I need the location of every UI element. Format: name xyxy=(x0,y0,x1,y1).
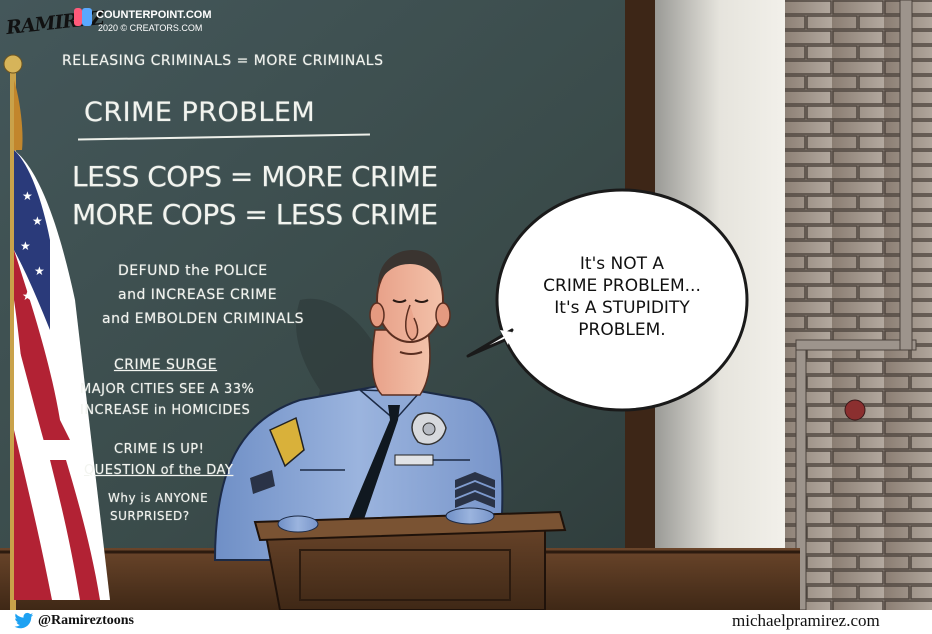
chalk-crime-is-up: CRIME IS UP! xyxy=(114,442,205,457)
svg-text:★: ★ xyxy=(34,264,45,278)
speech-line-3: It's A STUPIDITY xyxy=(554,298,690,318)
cartoon-illustration: ★ ★ ★ ★ ★ xyxy=(0,0,932,610)
svg-text:★: ★ xyxy=(20,239,31,253)
chalk-crime-surge-heading: CRIME SURGE xyxy=(114,357,218,373)
chalk-defund-1: DEFUND the POLICE xyxy=(118,263,268,279)
svg-text:★: ★ xyxy=(22,189,33,203)
chalk-line-more-cops: MORE COPS = LESS CRIME xyxy=(72,198,438,231)
svg-text:★: ★ xyxy=(22,289,33,303)
chalk-surge-1: MAJOR CITIES SEE A 33% xyxy=(80,382,255,397)
speech-line-4: PROBLEM. xyxy=(578,320,666,340)
speech-bubble-text: It's NOT A CRIME PROBLEM... It's A STUPI… xyxy=(512,253,732,341)
speech-line-1: It's NOT A xyxy=(579,254,665,274)
svg-text:★: ★ xyxy=(32,214,43,228)
chalk-defund-3: and EMBOLDEN CRIMINALS xyxy=(102,311,305,327)
chalk-question-1: Why is ANYONE xyxy=(108,491,209,505)
site-credit: COUNTERPOINT.COM xyxy=(96,9,212,21)
footer-bar xyxy=(0,610,932,634)
chalk-heading-crime-problem: CRIME PROBLEM xyxy=(84,97,316,128)
chalk-defund-2: and INCREASE CRIME xyxy=(118,287,278,303)
twitter-handle: @Ramireztoons xyxy=(38,613,134,628)
chalk-line-less-cops: LESS COPS = MORE CRIME xyxy=(72,160,438,193)
speech-line-2: CRIME PROBLEM... xyxy=(543,276,701,296)
chalk-surge-2: INCREASE in HOMICIDES xyxy=(80,403,251,418)
chalk-question-2: SURPRISED? xyxy=(110,509,190,523)
chalk-question-heading: QUESTION of the DAY xyxy=(84,463,234,478)
twitter-bird-icon xyxy=(14,612,34,630)
counterpoint-logo-icon xyxy=(73,7,93,27)
chalk-line-releasing: RELEASING CRIMINALS = MORE CRIMINALS xyxy=(62,53,384,69)
copyright-credit: 2020 © CREATORS.COM xyxy=(98,23,203,33)
website-credit: michaelpramirez.com xyxy=(732,611,880,630)
